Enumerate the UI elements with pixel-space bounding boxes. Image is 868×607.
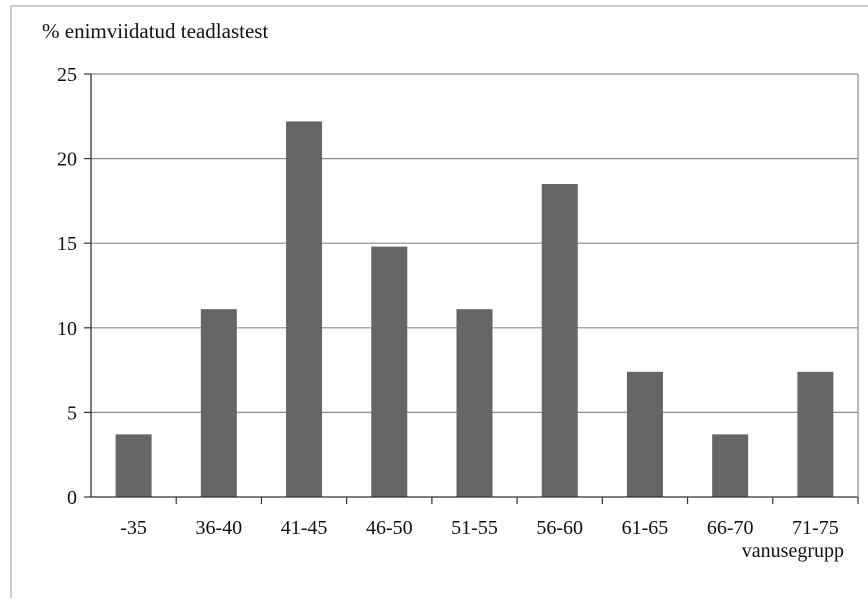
bar--35 — [115, 434, 152, 497]
x-tick-label: 56-60 — [536, 517, 583, 539]
x-tick-label: 61-65 — [622, 517, 669, 539]
axes — [84, 73, 859, 504]
y-tick-label: 10 — [57, 318, 77, 340]
bar-56-60 — [541, 183, 578, 498]
bars — [115, 121, 834, 498]
x-tick-label: 71-75 — [792, 517, 839, 539]
y-tick-label: 0 — [67, 487, 77, 509]
x-tick-label: -35 — [120, 517, 147, 539]
y-axis-label: % enimviidatud teadlastest — [42, 19, 268, 43]
bar-66-70 — [712, 434, 749, 497]
x-tick-labels: -35 36-40 41-45 46-50 51-55 56-60 61-65 66-70 71… — [120, 517, 838, 539]
bar-41-45 — [286, 121, 323, 497]
x-tick-label: 51-55 — [451, 517, 498, 539]
x-tick-label: 41-45 — [281, 517, 328, 539]
y-tick-label: 25 — [57, 64, 77, 86]
bar-51-55 — [456, 309, 493, 497]
bar-61-65 — [626, 371, 663, 497]
y-tick-labels: 0 5 10 15 20 25 — [57, 64, 77, 509]
bar-36-40 — [200, 309, 237, 497]
y-tick-label: 15 — [57, 233, 77, 255]
x-tick-label: 36-40 — [195, 517, 242, 539]
bar-71-75 — [797, 371, 834, 497]
x-axis-label: vanusegrupp — [742, 540, 844, 562]
x-tick-label: 46-50 — [366, 517, 413, 539]
bar-46-50 — [371, 246, 408, 497]
x-tick-label: 66-70 — [707, 517, 754, 539]
y-tick-label: 20 — [57, 149, 77, 171]
y-tick-label: 5 — [67, 402, 77, 424]
